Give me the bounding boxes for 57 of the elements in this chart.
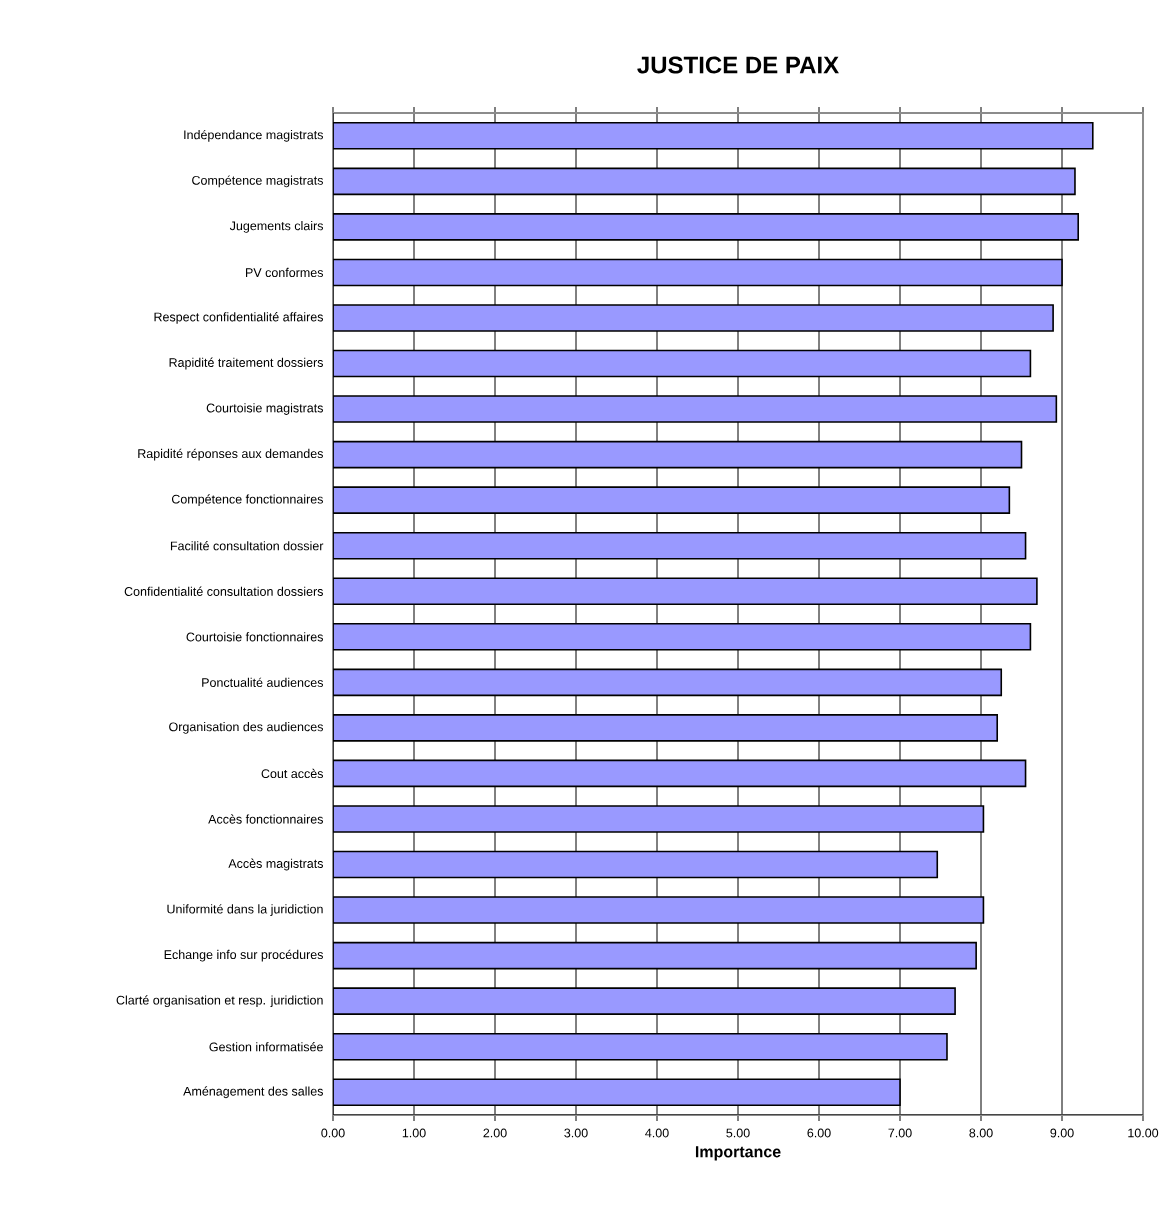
x-tick-label: 10.00 bbox=[1128, 1128, 1159, 1138]
bar bbox=[333, 850, 939, 879]
bar bbox=[333, 395, 1058, 423]
x-tick-label: 4.00 bbox=[645, 1128, 669, 1138]
y-tick-label: Accès magistrats bbox=[228, 858, 324, 871]
bar bbox=[333, 440, 1023, 469]
bar bbox=[333, 121, 1094, 150]
x-tick-label: 3.00 bbox=[564, 1128, 588, 1138]
x-tick-label: 6.00 bbox=[807, 1128, 831, 1138]
x-tick-label: 9.00 bbox=[1050, 1128, 1074, 1138]
bar bbox=[333, 622, 1032, 651]
bar bbox=[333, 258, 1063, 287]
bar bbox=[333, 987, 956, 1015]
x-tick-label: 8.00 bbox=[969, 1128, 993, 1138]
y-tick-label: Rapidité traitement dossiers bbox=[169, 357, 323, 370]
y-tick-label: Uniformité dans la juridiction bbox=[167, 904, 323, 916]
x-tick-label: 5.00 bbox=[726, 1128, 750, 1138]
bar bbox=[333, 577, 1038, 606]
x-tick-label: 0.00 bbox=[321, 1128, 345, 1138]
bar bbox=[333, 941, 977, 970]
y-tick-label: Indépendance magistrats bbox=[184, 129, 323, 142]
x-tick-label: 2.00 bbox=[483, 1128, 507, 1138]
bar bbox=[333, 349, 1032, 378]
y-tick-label: Compétence magistrats bbox=[192, 175, 323, 188]
y-tick-label: Cout accès bbox=[261, 768, 324, 779]
y-tick-label: Rapidité réponses aux demandes bbox=[138, 448, 323, 461]
bar bbox=[333, 805, 985, 833]
y-tick-label: Compétence fonctionnaires bbox=[171, 494, 323, 507]
y-tick-label: Aménagement des salles bbox=[183, 1086, 323, 1099]
bar bbox=[333, 486, 1011, 514]
bar bbox=[333, 531, 1027, 560]
x-tick-label: 1.00 bbox=[402, 1128, 426, 1138]
bar bbox=[333, 213, 1080, 241]
bar bbox=[333, 167, 1076, 196]
y-tick-label: Confidentialité consultation dossiers bbox=[124, 586, 323, 596]
y-tick-label: Echange info sur procédures bbox=[164, 949, 323, 962]
y-tick-label: Organisation des audiences bbox=[169, 722, 323, 734]
y-tick-label: Clarté organisation et resp. juridiction bbox=[116, 995, 323, 1008]
y-tick-label: Accès fonctionnaires bbox=[208, 814, 323, 824]
y-tick-label: Courtoisie fonctionnaires bbox=[186, 632, 323, 642]
bar bbox=[333, 1078, 901, 1107]
bar bbox=[333, 668, 1003, 697]
bar bbox=[333, 1032, 948, 1061]
bar bbox=[333, 714, 999, 742]
y-tick-label: Respect confidentialité affaires bbox=[154, 312, 324, 324]
bar bbox=[333, 759, 1027, 788]
x-axis-title: Importance bbox=[695, 1146, 781, 1161]
bar bbox=[333, 896, 985, 924]
x-tick-label: 7.00 bbox=[888, 1128, 912, 1138]
y-tick-label: Facilité consultation dossier bbox=[170, 541, 324, 551]
y-tick-label: Courtoisie magistrats bbox=[206, 403, 323, 415]
bar bbox=[333, 304, 1054, 332]
y-tick-label: Jugements clairs bbox=[229, 221, 324, 233]
chart-title: JUSTICE DE PAIX bbox=[637, 56, 839, 74]
y-tick-label: Ponctualité audiences bbox=[202, 677, 323, 687]
y-tick-label: Gestion informatisée bbox=[209, 1042, 323, 1052]
y-tick-label: PV conformes bbox=[246, 267, 324, 278]
